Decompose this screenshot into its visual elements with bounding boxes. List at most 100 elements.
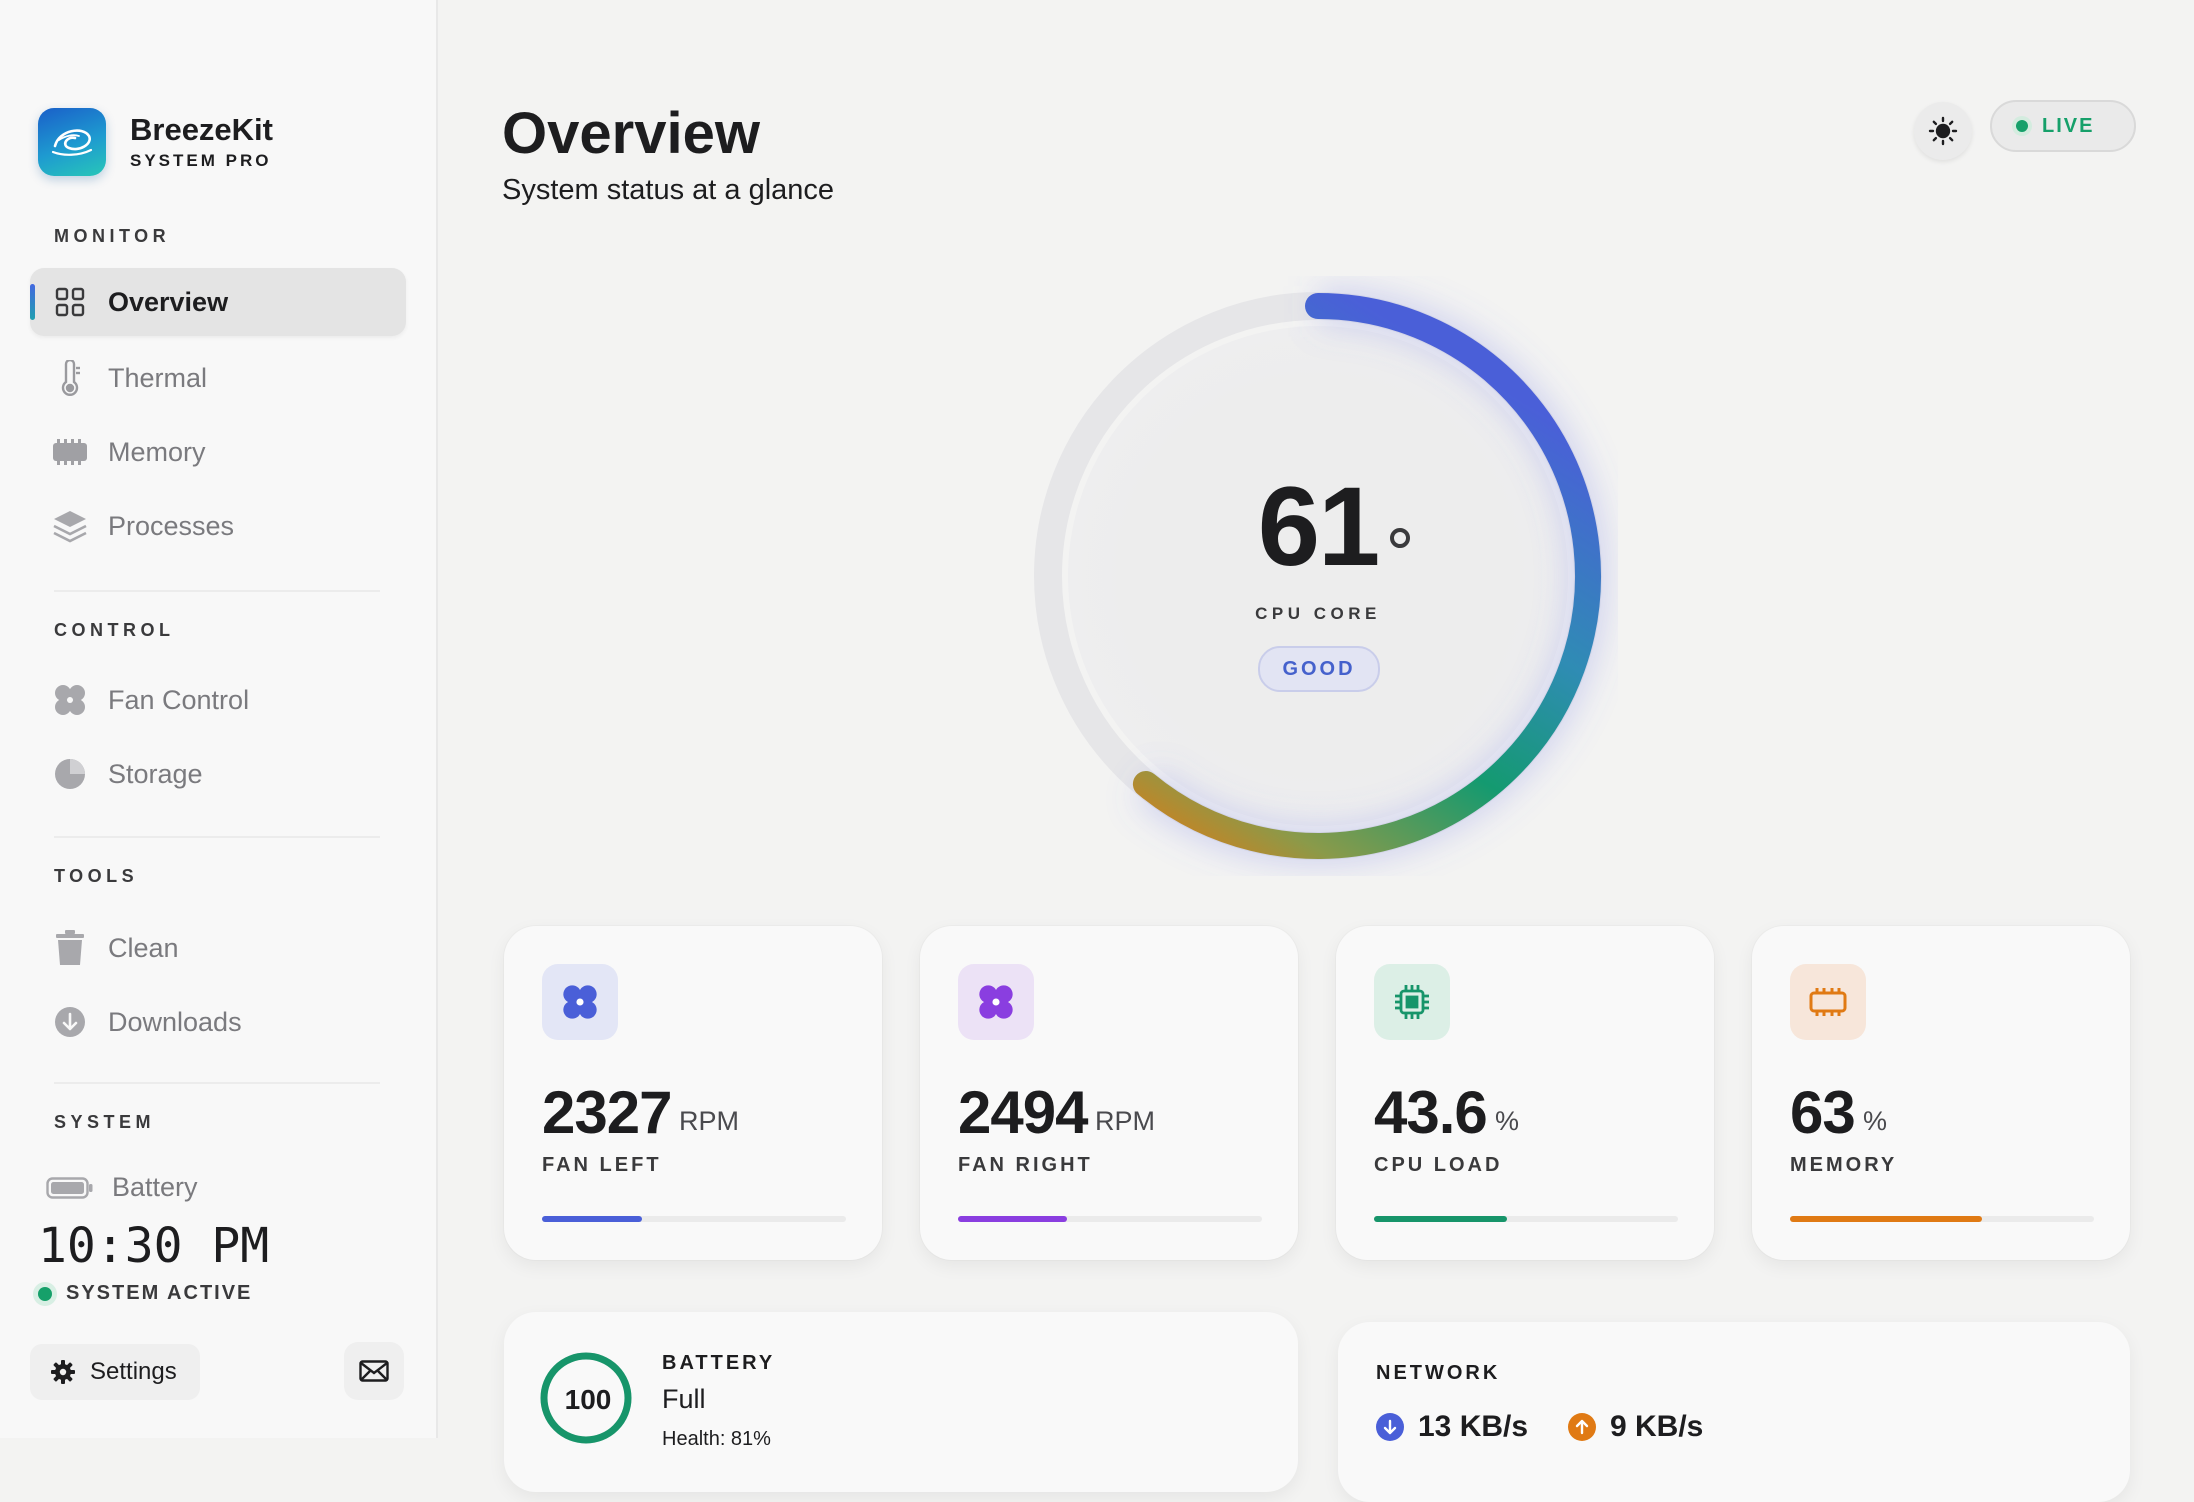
stat-progress-track xyxy=(542,1216,846,1222)
stat-unit: % xyxy=(1863,1106,1888,1136)
section-tools: TOOLS xyxy=(54,866,139,886)
system-status: SYSTEM ACTIVE xyxy=(32,1282,252,1305)
battery-percent: 100 xyxy=(564,1384,612,1415)
system-status-label: SYSTEM ACTIVE xyxy=(66,1282,253,1304)
sidebar-item-thermal[interactable]: Thermal xyxy=(30,344,406,412)
gauge-arc xyxy=(1034,286,1608,866)
stat-unit: RPM xyxy=(679,1106,739,1136)
breezekit-logo-icon xyxy=(38,108,106,176)
gauge-value: 61 xyxy=(1257,464,1381,589)
sidebar-divider xyxy=(54,1082,380,1084)
download-rate: 13 KB/s xyxy=(1418,1410,1529,1443)
live-label: LIVE xyxy=(2042,114,2095,137)
page-subtitle: System status at a glance xyxy=(502,174,835,206)
stat-card-memory[interactable]: 63% MEMORY xyxy=(1752,926,2130,1260)
section-monitor: MONITOR xyxy=(54,226,171,246)
stat-unit: % xyxy=(1495,1106,1520,1136)
sidebar-item-clean[interactable]: Clean xyxy=(30,914,406,982)
pie-icon xyxy=(52,756,88,792)
sidebar-item-label: Processes xyxy=(108,510,235,541)
sidebar-divider xyxy=(54,590,380,592)
stat-unit: RPM xyxy=(1095,1106,1155,1136)
theme-toggle-button[interactable] xyxy=(1914,102,1972,160)
stat-progress-fill xyxy=(1374,1216,1507,1222)
cpu-core-gauge: 61 CPU CORE GOOD xyxy=(1018,276,1618,876)
network-upload: 9 KB/s xyxy=(1568,1410,1703,1444)
sidebar-item-label: Clean xyxy=(108,932,179,963)
stat-progress-fill xyxy=(542,1216,643,1222)
settings-button[interactable]: Settings xyxy=(30,1344,200,1400)
stat-value: 43.6 xyxy=(1374,1079,1488,1146)
stat-card-fan-left[interactable]: 2327 RPM FAN LEFT xyxy=(504,926,882,1260)
trash-icon xyxy=(52,930,88,966)
memory-chip-icon xyxy=(1790,964,1866,1040)
brand: BreezeKit SYSTEM PRO xyxy=(38,108,273,176)
live-dot-icon xyxy=(2016,120,2028,132)
sidebar-item-label: Memory xyxy=(108,436,206,467)
stat-label: FAN RIGHT xyxy=(958,1154,1093,1176)
sun-icon xyxy=(1928,116,1958,146)
gauge-label: CPU CORE xyxy=(1255,604,1381,623)
download-arrow-icon xyxy=(1376,1413,1404,1441)
sidebar-item-label: Downloads xyxy=(108,1006,242,1037)
battery-card[interactable]: 100 BATTERY Full Health: 81% xyxy=(504,1312,1298,1492)
stat-value: 2494 xyxy=(958,1079,1088,1146)
sidebar-item-overview[interactable]: Overview xyxy=(30,268,406,336)
sidebar-item-storage[interactable]: Storage xyxy=(30,740,406,808)
sidebar-item-fan-control[interactable]: Fan Control xyxy=(30,666,406,734)
fan-icon xyxy=(542,964,618,1040)
upload-arrow-icon xyxy=(1568,1413,1596,1441)
network-download: 13 KB/s xyxy=(1376,1410,1528,1444)
live-indicator[interactable]: LIVE xyxy=(1990,100,2136,152)
battery-state: Full xyxy=(662,1384,706,1414)
stat-value: 2327 xyxy=(542,1079,672,1146)
mail-icon xyxy=(359,1360,389,1382)
network-card[interactable]: NETWORK 13 KB/s 9 KB/s xyxy=(1338,1322,2130,1502)
grid-icon xyxy=(52,284,88,320)
status-dot-icon xyxy=(38,1286,52,1301)
gauge-face xyxy=(1068,326,1568,826)
stat-progress-track xyxy=(1790,1216,2094,1222)
clock: 10:30 PM xyxy=(38,1218,270,1274)
layers-icon xyxy=(52,508,88,544)
stat-card-fan-right[interactable]: 2494 RPM FAN RIGHT xyxy=(920,926,1298,1260)
battery-icon xyxy=(46,1176,94,1200)
sidebar-item-memory[interactable]: Memory xyxy=(30,418,406,486)
sidebar-item-downloads[interactable]: Downloads xyxy=(30,988,406,1056)
fan-icon xyxy=(958,964,1034,1040)
memory-chip-icon xyxy=(52,434,88,470)
page-title: Overview xyxy=(502,101,760,166)
stat-label: CPU LOAD xyxy=(1374,1154,1503,1176)
battery-row[interactable]: Battery xyxy=(46,1172,198,1203)
settings-label: Settings xyxy=(90,1358,177,1385)
status-badge: GOOD xyxy=(1258,646,1380,692)
stat-progress-fill xyxy=(958,1216,1068,1222)
sidebar-divider xyxy=(54,836,380,838)
gear-icon xyxy=(50,1359,76,1385)
degree-icon xyxy=(1390,528,1410,548)
section-control: CONTROL xyxy=(54,620,175,640)
stat-card-cpu-load[interactable]: 43.6% CPU LOAD xyxy=(1336,926,1714,1260)
network-title: NETWORK xyxy=(1376,1362,1501,1384)
sidebar-item-label: Storage xyxy=(108,758,203,789)
sidebar-item-label: Overview xyxy=(108,286,229,317)
section-system: SYSTEM xyxy=(54,1112,156,1132)
stat-progress-track xyxy=(1374,1216,1678,1222)
fan-icon xyxy=(52,682,88,718)
sidebar-item-processes[interactable]: Processes xyxy=(30,492,406,560)
stat-label: FAN LEFT xyxy=(542,1154,662,1176)
sidebar: BreezeKit SYSTEM PRO MONITOR Overview Th… xyxy=(0,0,438,1438)
app-name: BreezeKit xyxy=(130,112,273,147)
stat-progress-track xyxy=(958,1216,1262,1222)
cpu-icon xyxy=(1374,964,1450,1040)
stat-progress-fill xyxy=(1790,1216,1982,1222)
thermometer-icon xyxy=(52,360,88,396)
battery-title: BATTERY xyxy=(662,1352,776,1374)
battery-label: Battery xyxy=(112,1172,198,1202)
app-edition: SYSTEM PRO xyxy=(130,151,272,170)
sidebar-item-label: Thermal xyxy=(108,362,208,393)
upload-rate: 9 KB/s xyxy=(1610,1410,1704,1443)
download-icon xyxy=(52,1004,88,1040)
stat-value: 63 xyxy=(1790,1079,1856,1146)
feedback-button[interactable] xyxy=(344,1342,404,1400)
